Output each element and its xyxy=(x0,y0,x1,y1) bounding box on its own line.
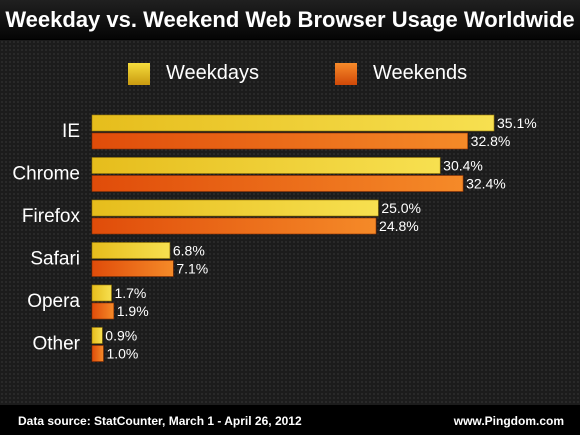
data-label-weekdays-chrome: 30.4% xyxy=(443,158,483,174)
data-label-weekdays-opera: 1.7% xyxy=(114,285,146,301)
footer-source: Data source: StatCounter, March 1 - Apri… xyxy=(18,414,302,428)
chart-plot: IE 35.1% 32.8% Chrome 30.4% 32.4% Firefox 25.0%… xyxy=(12,114,537,362)
bar-weekends-other xyxy=(91,345,104,362)
footer-url: www.Pingdom.com xyxy=(453,414,564,428)
bar-weekdays-safari xyxy=(91,242,171,259)
legend-label-weekends: Weekends xyxy=(373,62,468,84)
bar-weekdays-ie xyxy=(91,114,495,132)
bar-weekdays-opera xyxy=(91,284,112,302)
data-label-weekends-opera: 1.9% xyxy=(117,303,149,319)
footer: Data source: StatCounter, March 1 - Apri… xyxy=(0,405,580,435)
bar-weekends-ie xyxy=(91,132,468,150)
data-label-weekdays-ie: 35.1% xyxy=(497,115,537,131)
data-label-weekdays-firefox: 25.0% xyxy=(381,200,421,216)
category-label-opera: Opera xyxy=(27,291,80,312)
bar-weekends-firefox xyxy=(91,217,377,235)
bar-weekends-opera xyxy=(91,302,115,320)
legend: Weekdays Weekends xyxy=(0,62,580,86)
data-label-weekends-safari: 7.1% xyxy=(176,261,208,277)
legend-item-weekdays: Weekdays xyxy=(128,62,259,85)
legend-item-weekends: Weekends xyxy=(335,62,467,85)
bar-weekends-chrome xyxy=(91,175,464,192)
category-label-other: Other xyxy=(32,334,80,355)
category-label-safari: Safari xyxy=(30,249,80,270)
data-label-weekends-ie: 32.8% xyxy=(471,133,511,149)
data-label-weekends-firefox: 24.8% xyxy=(379,218,419,234)
data-label-weekdays-safari: 6.8% xyxy=(173,243,205,259)
data-label-weekdays-other: 0.9% xyxy=(105,328,137,344)
data-label-weekends-other: 1.0% xyxy=(106,346,138,362)
data-label-weekends-chrome: 32.4% xyxy=(466,176,506,192)
bar-weekends-safari xyxy=(91,260,174,277)
category-label-chrome: Chrome xyxy=(12,164,80,185)
bar-weekdays-other xyxy=(91,327,103,344)
chart-title: Weekday vs. Weekend Web Browser Usage Wo… xyxy=(0,0,580,40)
legend-label-weekdays: Weekdays xyxy=(166,62,260,84)
bar-weekdays-chrome xyxy=(91,157,441,174)
category-label-ie: IE xyxy=(62,121,80,142)
bar-weekdays-firefox xyxy=(91,199,379,217)
legend-swatch-weekdays xyxy=(128,62,150,85)
category-label-firefox: Firefox xyxy=(22,206,81,227)
legend-swatch-weekends xyxy=(335,62,357,85)
